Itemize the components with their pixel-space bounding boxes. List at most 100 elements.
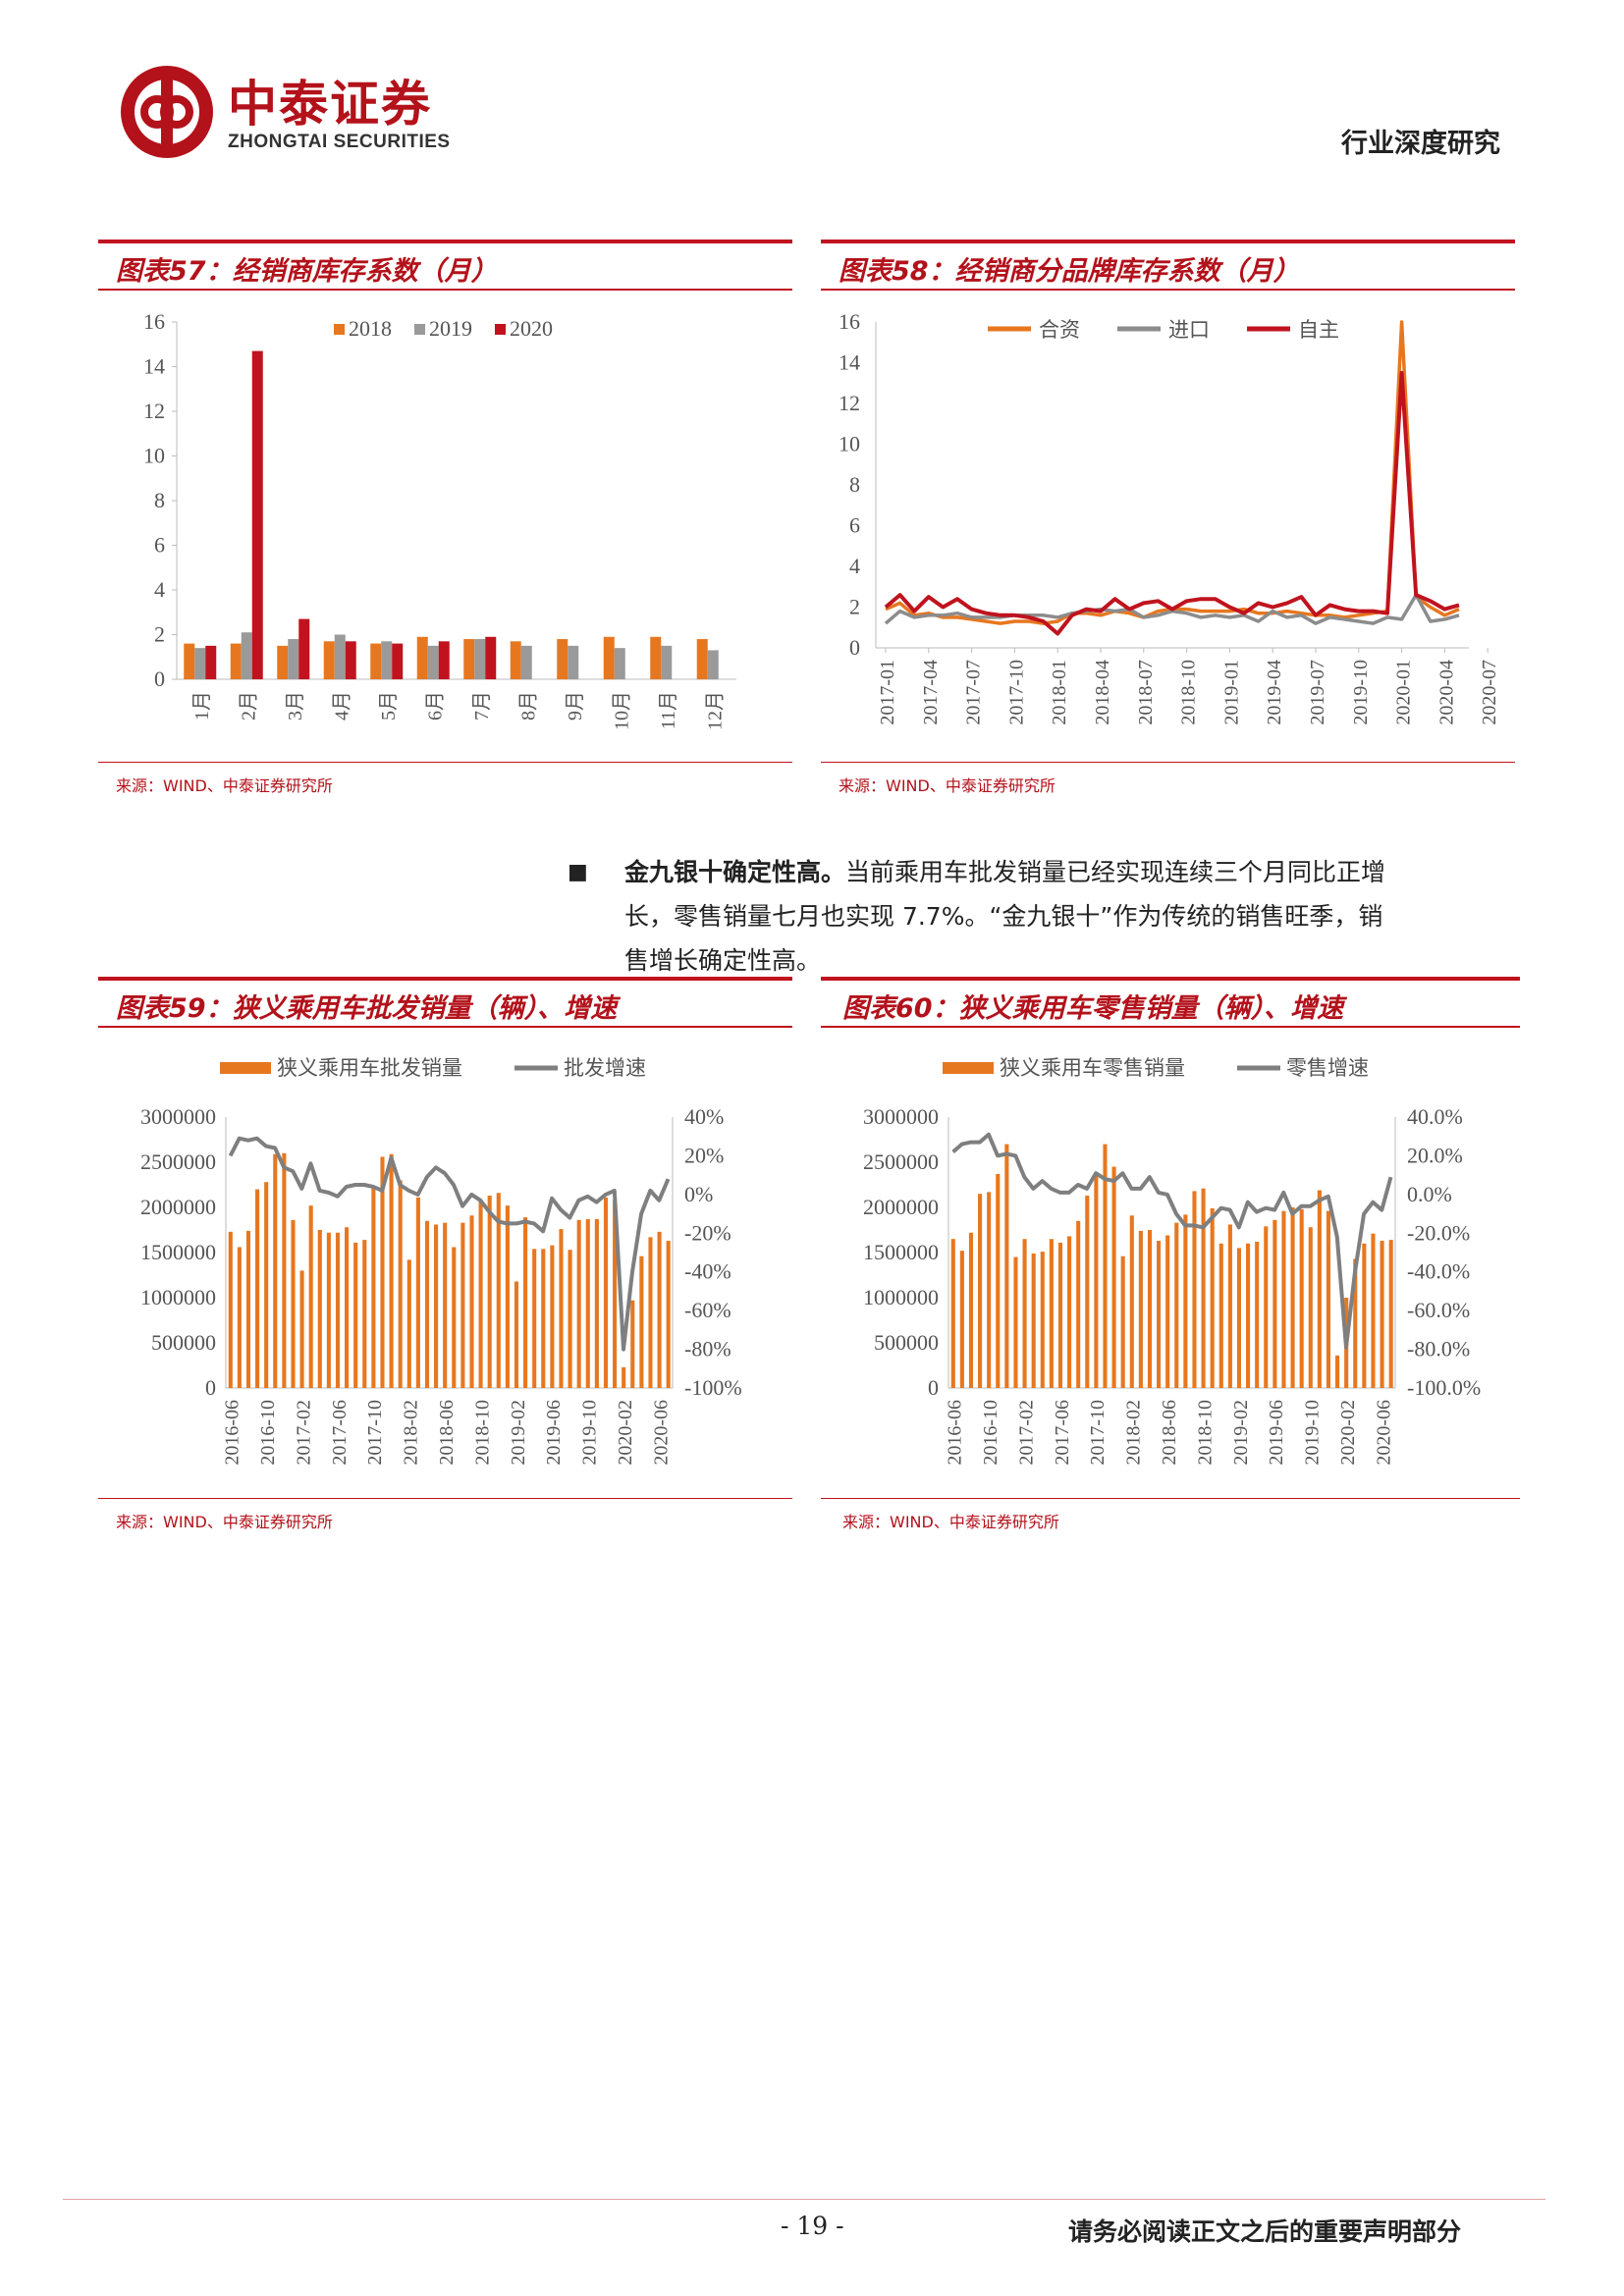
y-tick-label: 16 (839, 309, 860, 334)
x-tick-label: 2019-02 (508, 1400, 529, 1466)
bar-2018 (603, 636, 615, 679)
logo-mark-icon (121, 66, 213, 158)
x-tick-label: 2017-06 (329, 1400, 351, 1466)
bar-value (264, 1182, 269, 1388)
bar-value (362, 1240, 367, 1388)
x-tick-label: 6月 (424, 691, 446, 721)
fig58-source: 来源：WIND、中泰证券研究所 (839, 776, 1056, 795)
y-left-tick-label: 1500000 (140, 1240, 216, 1264)
x-tick-label: 2017-06 (1052, 1400, 1073, 1466)
bar-2018 (370, 643, 382, 679)
legend-swatch-2020 (495, 324, 506, 335)
bar-value (630, 1300, 635, 1388)
x-tick-label: 2016-10 (257, 1400, 279, 1466)
bar-value (1371, 1233, 1376, 1388)
bar-value (424, 1220, 430, 1388)
bar-2018 (650, 636, 662, 679)
series-line-自主 (884, 370, 1460, 636)
bar-2020 (392, 643, 404, 679)
fig59-source-rule (98, 1498, 792, 1499)
y-right-tick-label: 20% (684, 1143, 724, 1167)
x-tick-label: 2018-02 (401, 1400, 422, 1466)
y-tick-label: 6 (849, 513, 860, 538)
bar-2019 (707, 650, 719, 679)
bar-value (1157, 1241, 1162, 1388)
y-left-tick-label: 3000000 (863, 1104, 939, 1129)
fig57-chart: 0 2 4 6 8 10 12 14 16 1月 2月 3月 4月 5月 6月 7月 8月 9月 10月 11月 12月… (143, 309, 736, 730)
y-left-tick-label: 1000000 (140, 1285, 216, 1309)
x-tick-label: 2017-10 (1087, 1400, 1109, 1466)
bar-value (406, 1259, 411, 1388)
bar-value (1174, 1222, 1179, 1388)
y-right-tick-label: 40.0% (1407, 1104, 1463, 1129)
bar-value (1094, 1174, 1099, 1388)
fig58-source-rule (821, 762, 1515, 763)
bar-2018 (277, 645, 289, 679)
bar-2018 (510, 641, 521, 679)
x-tick-label: 11月 (658, 691, 679, 729)
x-tick-label: 2018-07 (1135, 660, 1157, 725)
x-tick-label: 2019-10 (1302, 1400, 1324, 1466)
bar-2020 (438, 641, 450, 679)
fig60-title-rule (821, 1026, 1520, 1028)
bar-2018 (416, 636, 428, 679)
y-left-tick-label: 500000 (874, 1330, 939, 1355)
fig60-title: 图表60：狭义乘用车零售销量（辆）、增速 (842, 993, 1344, 1024)
bar-2019 (288, 639, 299, 679)
bar-value (452, 1247, 457, 1388)
paragraph-line-3: 售增长确定性高。 (624, 946, 822, 975)
x-tick-label: 2020-01 (1393, 660, 1415, 725)
paragraph-line-1-text: 当前乘用车批发销量已经实现连续三个月同比正增 (845, 858, 1386, 886)
y-tick-label: 14 (839, 350, 860, 375)
x-tick-label: 2017-04 (920, 660, 942, 725)
fig59-title: 图表59：狭义乘用车批发销量（辆）、增速 (116, 993, 618, 1024)
x-tick-label: 2020-07 (1479, 660, 1500, 725)
fig57-title: 图表57：经销商库存系数（月） (116, 256, 498, 287)
y-tick-label: 4 (849, 554, 860, 578)
bar-value (335, 1232, 341, 1388)
bar-value (1183, 1214, 1188, 1388)
bar-2019 (614, 648, 625, 679)
fig60-source: 来源：WIND、中泰证券研究所 (842, 1513, 1059, 1531)
y-tick-label: 10 (839, 432, 860, 456)
bar-value (308, 1205, 313, 1388)
y-right-tick-label: -20% (684, 1220, 731, 1245)
series-line-合资 (885, 320, 1460, 625)
y-right-tick-label: -80.0% (1407, 1337, 1470, 1362)
y-right-tick-label: 0% (684, 1182, 713, 1206)
bar-value (968, 1232, 974, 1388)
bar-2019 (194, 648, 206, 679)
bar-2019 (334, 634, 346, 679)
y-right-tick-label: 0.0% (1407, 1182, 1452, 1206)
fig59-chart: 3000000 2500000 2000000 1500000 1000000 50000… (140, 1056, 742, 1466)
bar-value (415, 1197, 420, 1388)
logo (118, 63, 216, 161)
bar-value (950, 1239, 955, 1388)
x-tick-label: 2019-06 (1266, 1400, 1287, 1466)
bar-2019 (381, 641, 393, 679)
legend-label-line: 零售增速 (1286, 1056, 1369, 1080)
logo-name-en: ZHONGTAI SECURITIES (228, 132, 451, 152)
bar-value (1326, 1210, 1331, 1388)
bar-value (1236, 1248, 1242, 1388)
y-tick-label: 10 (143, 444, 165, 468)
y-left-tick-label: 1500000 (863, 1240, 939, 1264)
bar-value (559, 1229, 564, 1388)
bar-value (523, 1217, 528, 1388)
bar-value (1362, 1243, 1367, 1388)
bar-value (1308, 1227, 1313, 1388)
y-tick-label: 14 (143, 354, 165, 379)
x-tick-label: 2020-04 (1435, 660, 1457, 725)
report-type: 行业深度研究 (1341, 129, 1500, 159)
fig57-title-rule (98, 289, 792, 291)
x-tick-label: 2018-06 (436, 1400, 458, 1466)
bar-value (255, 1189, 260, 1388)
legend-label-自主: 自主 (1298, 318, 1339, 342)
x-tick-label: 2017-02 (293, 1400, 314, 1466)
bar-2018 (323, 641, 335, 679)
bar-value (1218, 1243, 1223, 1388)
fig60-top-rule (821, 977, 1520, 981)
y-tick-label: 12 (839, 391, 860, 415)
fig59-title-rule (98, 1026, 792, 1028)
x-tick-label: 2017-10 (364, 1400, 386, 1466)
